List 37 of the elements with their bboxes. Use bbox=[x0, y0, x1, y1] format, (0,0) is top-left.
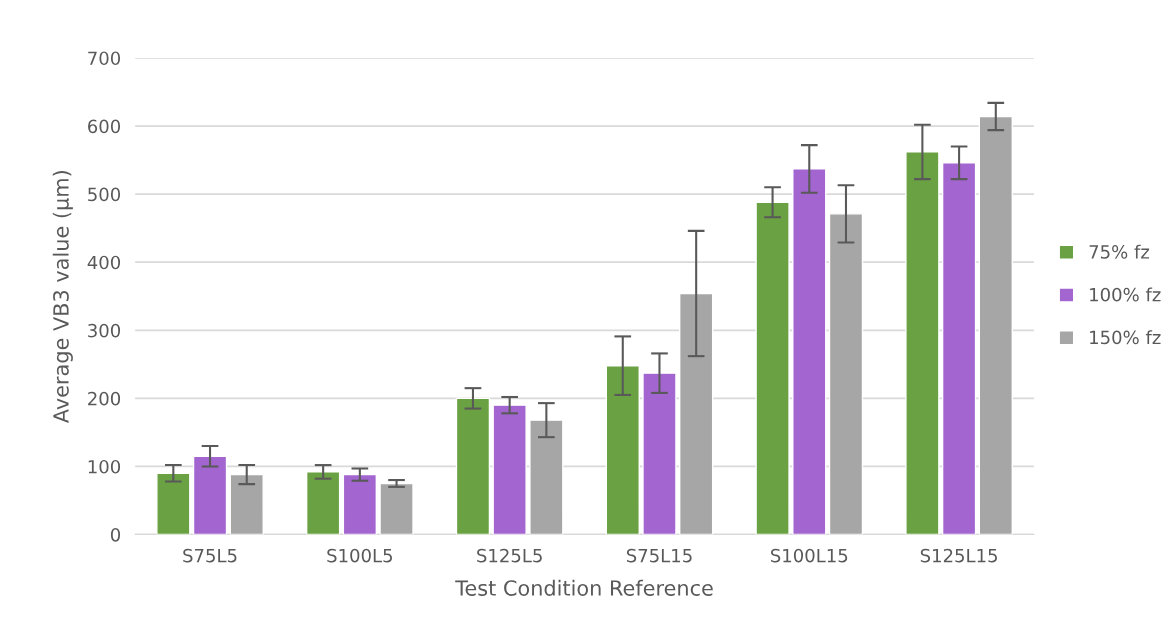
x-tick-label: S125L15 bbox=[920, 548, 997, 563]
legend-label: 100% fz bbox=[1090, 287, 1161, 302]
y-tick-label: 300 bbox=[88, 323, 121, 338]
y-tick-label: 600 bbox=[88, 119, 121, 134]
bar bbox=[978, 115, 1013, 535]
x-tick-label: S100L15 bbox=[770, 548, 848, 563]
legend-label: 75% fz bbox=[1089, 244, 1150, 259]
x-tick-label: S100L5 bbox=[327, 548, 392, 563]
y-tick-label: 0 bbox=[110, 527, 121, 542]
bar bbox=[342, 473, 378, 535]
x-tick-label: S75L5 bbox=[183, 548, 237, 563]
bar bbox=[156, 472, 191, 535]
y-tick-label: 200 bbox=[88, 391, 121, 406]
bar bbox=[828, 213, 864, 535]
bar bbox=[379, 482, 414, 535]
bar bbox=[755, 201, 790, 535]
bar bbox=[229, 473, 264, 535]
y-tick-label: 700 bbox=[88, 51, 121, 66]
bar bbox=[492, 404, 527, 535]
bar bbox=[529, 419, 564, 535]
bar bbox=[605, 364, 640, 535]
bar bbox=[642, 372, 677, 535]
y-tick-label: 500 bbox=[88, 187, 121, 202]
bar bbox=[455, 397, 491, 535]
bar bbox=[678, 292, 714, 535]
bar bbox=[905, 151, 940, 535]
y-axis-title: Average VB3 value (µm) bbox=[52, 171, 73, 424]
x-tick-label: S125L5 bbox=[477, 548, 542, 563]
x-axis-title: Test Condition Reference bbox=[455, 579, 713, 596]
bar bbox=[941, 162, 977, 535]
x-tick-label: S75L15 bbox=[626, 548, 692, 563]
bar bbox=[192, 455, 228, 535]
legend-label: 150% fz bbox=[1090, 330, 1161, 345]
bar bbox=[305, 471, 341, 535]
bar bbox=[792, 168, 827, 535]
y-tick-label: 100 bbox=[88, 459, 121, 474]
y-tick-label: 400 bbox=[87, 255, 121, 270]
